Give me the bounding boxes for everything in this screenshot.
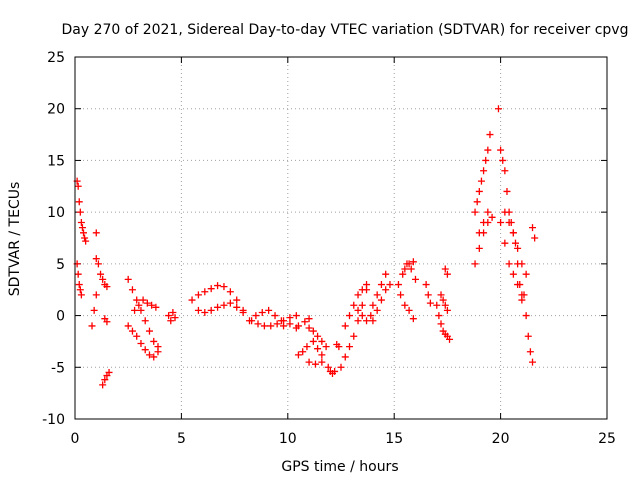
y-tick-label: 5 xyxy=(56,257,65,273)
chart-background xyxy=(0,0,640,480)
x-tick-label: 15 xyxy=(385,431,403,447)
x-tick-label: 5 xyxy=(177,431,186,447)
y-tick-label: 15 xyxy=(47,153,65,169)
x-tick-label: 0 xyxy=(71,431,80,447)
chart-title: Day 270 of 2021, Sidereal Day-to-day VTE… xyxy=(62,22,629,38)
y-tick-label: -5 xyxy=(51,360,65,376)
x-axis-label: GPS time / hours xyxy=(281,459,398,475)
y-tick-label: 0 xyxy=(56,309,65,325)
x-tick-label: 25 xyxy=(598,431,616,447)
sdtvar-chart: 0 5 10 15 20 25 -10 -5 0 5 10 15 20 25 Day 270 of 202… xyxy=(0,0,640,480)
y-axis-label: SDTVAR / TECUs xyxy=(7,182,23,297)
y-tick-label: 20 xyxy=(47,102,65,118)
y-tick-label: 25 xyxy=(47,50,65,66)
y-tick-label: -10 xyxy=(42,412,65,428)
x-tick-label: 20 xyxy=(492,431,510,447)
y-tick-label: 10 xyxy=(47,205,65,221)
x-tick-label: 10 xyxy=(279,431,297,447)
